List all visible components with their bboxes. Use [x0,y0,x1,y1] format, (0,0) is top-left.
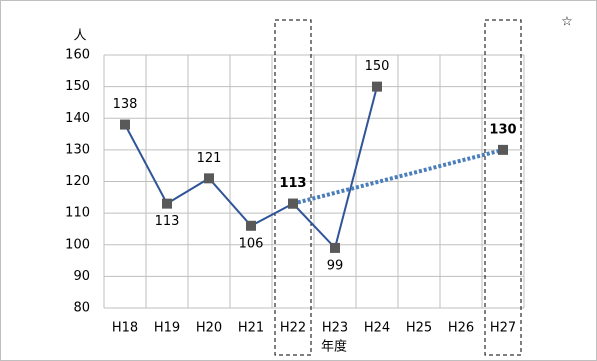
marker [120,119,130,130]
y-axis-label: 人 [73,29,86,44]
x-tick-label: H20 [196,321,222,336]
highlight-box [274,19,312,356]
data-label: 130 [489,122,516,137]
x-tick-label: H19 [154,321,180,336]
x-tick-label: H23 [322,321,348,336]
x-tick-label: H21 [238,321,264,336]
data-label: 121 [197,151,222,166]
star-mark: ☆ [561,15,573,30]
marker [204,173,214,184]
data-label: 113 [279,176,306,191]
x-tick-label: H22 [280,321,306,336]
x-tick-label: H25 [406,321,432,336]
x-tick-label: H18 [112,321,138,336]
x-tick-label: H24 [364,321,390,336]
marker [288,198,298,209]
data-label: 113 [281,176,306,191]
y-tick-label: 120 [65,174,90,189]
x-axis-label: 年度 [321,339,347,355]
y-tick-label: 110 [65,206,90,221]
x-tick-label: H26 [448,321,474,336]
y-tick-label: 150 [65,79,90,94]
marker [372,81,382,92]
y-tick-label: 140 [65,111,90,126]
data-label: 113 [155,214,180,229]
y-tick-label: 160 [65,48,90,63]
data-label: 99 [327,258,344,273]
marker [498,144,508,155]
y-tick-label: 80 [73,301,90,316]
data-label: 138 [113,97,138,112]
y-tick-label: 100 [65,237,90,252]
marker [330,242,340,253]
y-tick-label: 130 [65,142,90,157]
marker [162,198,172,209]
highlight-box [484,19,522,356]
data-label: 106 [239,236,264,251]
y-tick-label: 90 [73,269,90,284]
series-line [292,147,504,206]
marker [246,220,256,231]
data-label: 150 [365,59,390,74]
x-tick-label: H27 [490,321,516,336]
